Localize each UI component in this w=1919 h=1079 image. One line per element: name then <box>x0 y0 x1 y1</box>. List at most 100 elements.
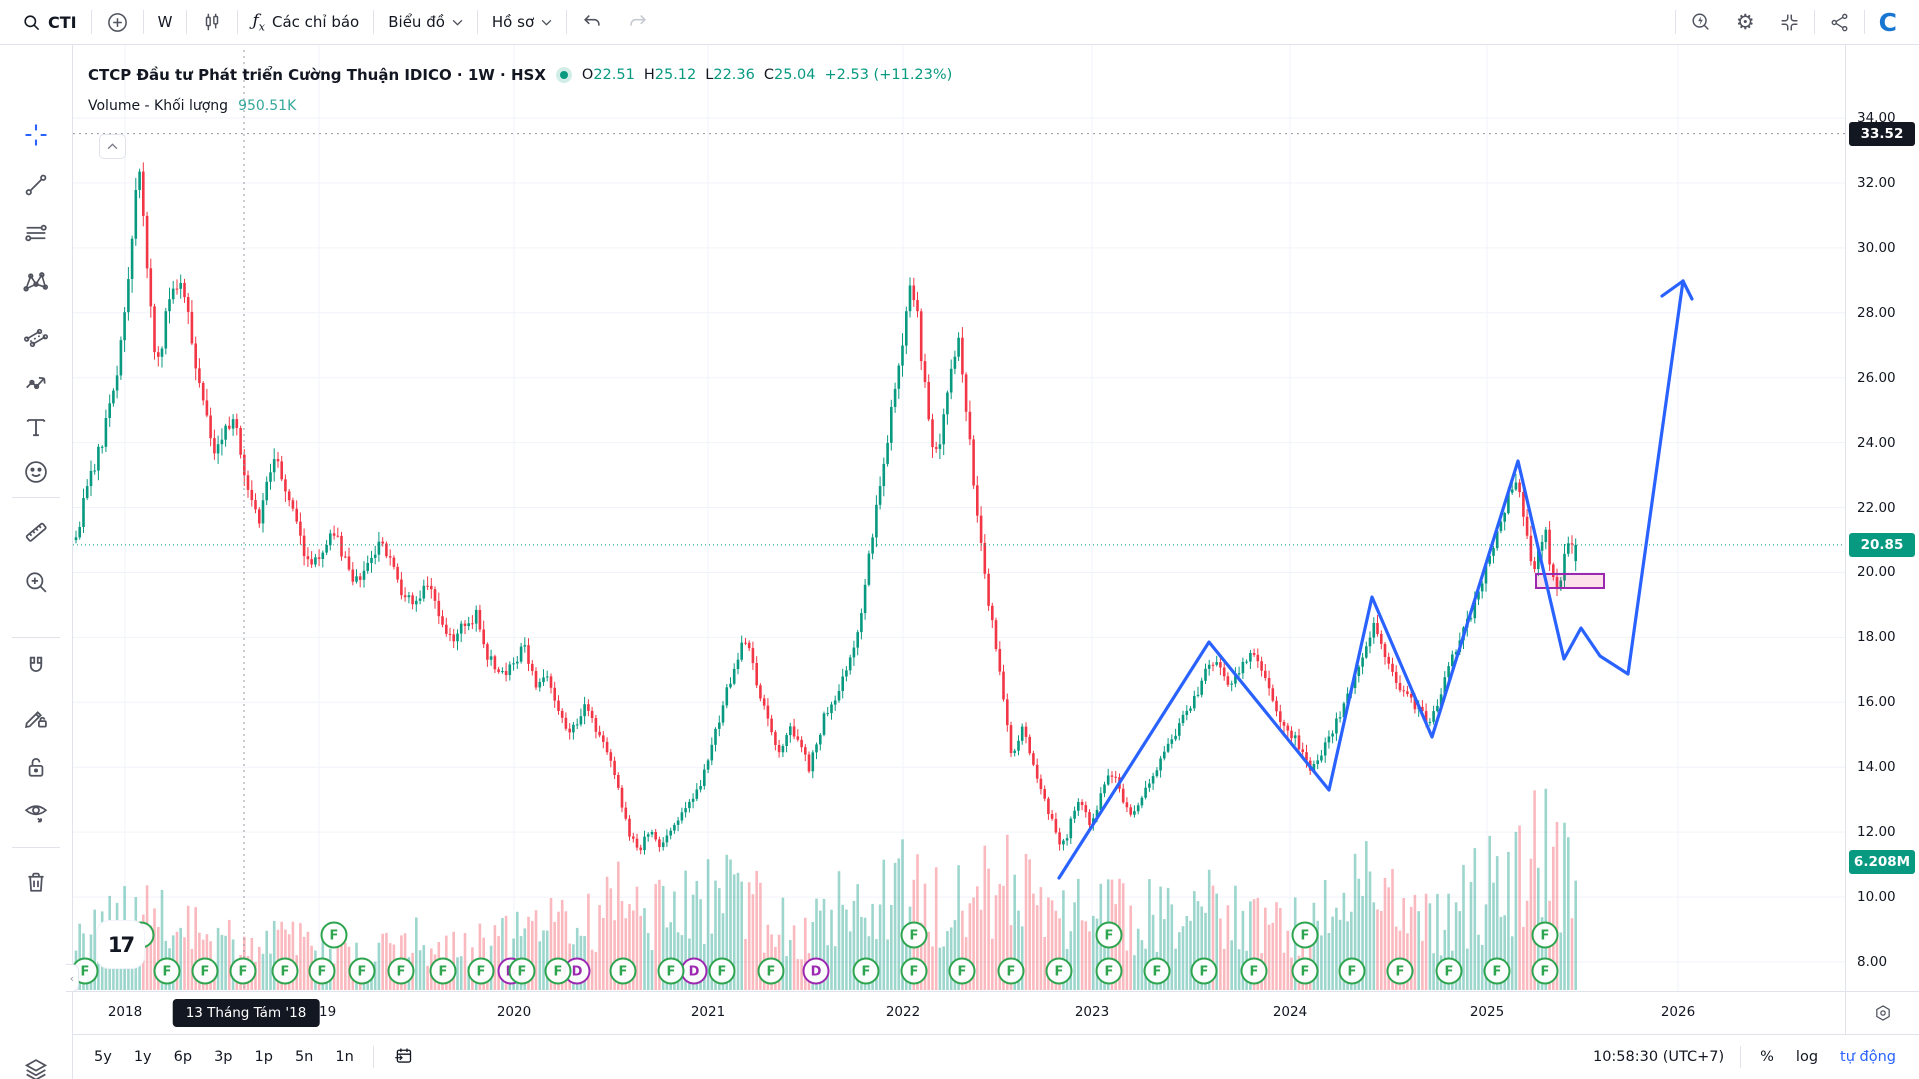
symbol-legend[interactable]: CTCP Đầu tư Phát triển Cường Thuận IDICO… <box>88 66 952 84</box>
event-marker-f[interactable]: F <box>1338 957 1366 985</box>
svg-text:F: F <box>1301 965 1310 980</box>
range-button-5n[interactable]: 5n <box>294 1049 314 1065</box>
event-marker-f[interactable]: F <box>387 957 415 985</box>
event-marker-d[interactable]: D <box>497 957 525 985</box>
event-marker-f[interactable]: F <box>757 957 785 985</box>
event-marker-f[interactable]: F <box>508 957 536 985</box>
range-button-1y[interactable]: 1y <box>133 1049 152 1065</box>
zoom-in-tool[interactable] <box>14 560 58 604</box>
event-marker-f[interactable]: F <box>997 957 1025 985</box>
object-tree-tool[interactable] <box>14 1048 58 1079</box>
event-marker-d[interactable]: D <box>802 957 830 985</box>
svg-text:F: F <box>330 929 339 944</box>
hide-drawings-tool[interactable] <box>14 790 58 834</box>
event-marker-f[interactable]: F <box>1095 957 1123 985</box>
fib-retracement-tool[interactable] <box>14 211 58 255</box>
event-marker-f[interactable]: F <box>900 957 928 985</box>
event-marker-f[interactable]: F <box>429 957 457 985</box>
chart-menu-button[interactable]: Biểu đồ <box>376 5 475 39</box>
event-marker-f[interactable]: F <box>1531 921 1559 949</box>
timezone-corner-button[interactable] <box>1845 991 1919 1034</box>
sidebar-collapse-handle[interactable]: ‹ <box>66 964 79 992</box>
indicators-button[interactable]: ƒx Các chỉ báo <box>240 5 371 39</box>
event-marker-f[interactable]: F <box>948 957 976 985</box>
event-marker-f[interactable]: F <box>657 957 685 985</box>
event-marker-f[interactable]: F <box>1483 957 1511 985</box>
event-marker-f[interactable]: F <box>348 957 376 985</box>
event-marker-f[interactable]: F <box>708 957 736 985</box>
event-marker-f[interactable]: F <box>467 957 495 985</box>
compare-add-button[interactable] <box>94 5 141 39</box>
event-marker-f[interactable]: F <box>1045 957 1073 985</box>
parallel-channel-tool[interactable] <box>14 313 58 357</box>
trend-zigzag-drawing[interactable] <box>1057 279 1685 880</box>
range-button-5y[interactable]: 5y <box>94 1049 112 1065</box>
drawing-mode-tool[interactable] <box>14 695 58 739</box>
event-marker-f[interactable]: F <box>900 921 928 949</box>
percent-scale-button[interactable]: % <box>1760 1049 1774 1065</box>
chart-style-button[interactable] <box>189 5 235 39</box>
range-button-3p[interactable]: 3p <box>214 1049 233 1065</box>
fullscreen-button[interactable] <box>1767 5 1812 39</box>
remove-drawings-tool[interactable] <box>14 860 58 904</box>
auto-scale-button[interactable]: tự động <box>1840 1049 1896 1065</box>
event-marker-f[interactable]: F <box>153 957 181 985</box>
interval-button[interactable]: W <box>146 5 185 39</box>
magnet-tool[interactable] <box>14 645 58 689</box>
event-marker-f[interactable]: F <box>191 957 219 985</box>
svg-text:F: F <box>239 965 248 980</box>
event-marker-f[interactable]: F <box>1143 957 1171 985</box>
event-marker-f[interactable]: F <box>852 957 880 985</box>
range-button-1n[interactable]: 1n <box>335 1049 354 1065</box>
event-marker-d[interactable]: D <box>680 957 708 985</box>
lock-drawings-tool[interactable] <box>14 745 58 789</box>
event-marker-f[interactable]: F <box>1531 957 1559 985</box>
time-axis[interactable]: 20182019202020212022202320242025202613 T… <box>73 991 1845 1034</box>
event-marker-f[interactable]: F <box>1240 957 1268 985</box>
log-scale-button[interactable]: log <box>1795 1049 1819 1065</box>
svg-text:F: F <box>477 965 486 980</box>
event-marker-f[interactable]: F <box>1190 957 1218 985</box>
event-marker-f[interactable]: F <box>609 957 637 985</box>
broker-logo[interactable]: C <box>1867 5 1909 39</box>
event-marker-f[interactable]: F <box>1291 957 1319 985</box>
crosshair-tool[interactable] <box>14 113 58 157</box>
event-marker-f[interactable]: F <box>1095 921 1123 949</box>
range-button-6p[interactable]: 6p <box>173 1049 193 1065</box>
event-marker-f[interactable]: F <box>271 957 299 985</box>
measure-tool[interactable] <box>14 510 58 554</box>
event-marker-f[interactable]: F <box>1435 957 1463 985</box>
quick-search-button[interactable] <box>1678 5 1724 39</box>
volume-value-badge: 6.208M <box>1849 850 1915 874</box>
share-button[interactable] <box>1817 5 1862 39</box>
undo-icon <box>581 11 603 33</box>
event-marker-f[interactable]: F <box>229 957 257 985</box>
svg-text:F: F <box>1153 965 1162 980</box>
tradingview-watermark[interactable]: 17 <box>97 921 144 968</box>
profile-menu-button[interactable]: Hồ sơ <box>480 5 564 39</box>
event-marker-f[interactable]: F <box>1291 921 1319 949</box>
text-tool[interactable] <box>14 405 58 449</box>
undo-button[interactable] <box>569 5 615 39</box>
xabcd-pattern-tool[interactable] <box>14 261 58 305</box>
range-button-1p[interactable]: 1p <box>254 1049 273 1065</box>
settings-button[interactable]: ⚙ <box>1724 5 1767 39</box>
event-marker-f[interactable]: F <box>320 921 348 949</box>
trend-line-tool[interactable] <box>14 163 58 207</box>
redo-button[interactable] <box>615 5 661 39</box>
legend-collapse-button[interactable] <box>99 134 126 159</box>
event-marker-f[interactable]: F <box>308 957 336 985</box>
svg-text:F: F <box>910 929 919 944</box>
event-marker-d[interactable]: D <box>563 957 591 985</box>
emoji-tool[interactable] <box>14 450 58 494</box>
forecast-tool[interactable] <box>14 361 58 405</box>
price-axis[interactable]: 34.00 32.00 30.00 28.00 26.00 24.00 22.00 20.00… <box>1845 45 1919 991</box>
price-range-drawing[interactable] <box>1535 573 1605 589</box>
symbol-search-button[interactable]: CTI <box>10 5 89 39</box>
volume-legend[interactable]: Volume - Khối lượng 950.51K <box>88 98 296 114</box>
go-to-date-button[interactable] <box>384 1041 423 1074</box>
price-tick: 10.00 <box>1857 889 1896 906</box>
clock-button[interactable]: 10:58:30 (UTC+7) <box>1592 1049 1725 1065</box>
event-marker-f[interactable]: F <box>1386 957 1414 985</box>
event-marker-f[interactable]: F <box>544 957 572 985</box>
